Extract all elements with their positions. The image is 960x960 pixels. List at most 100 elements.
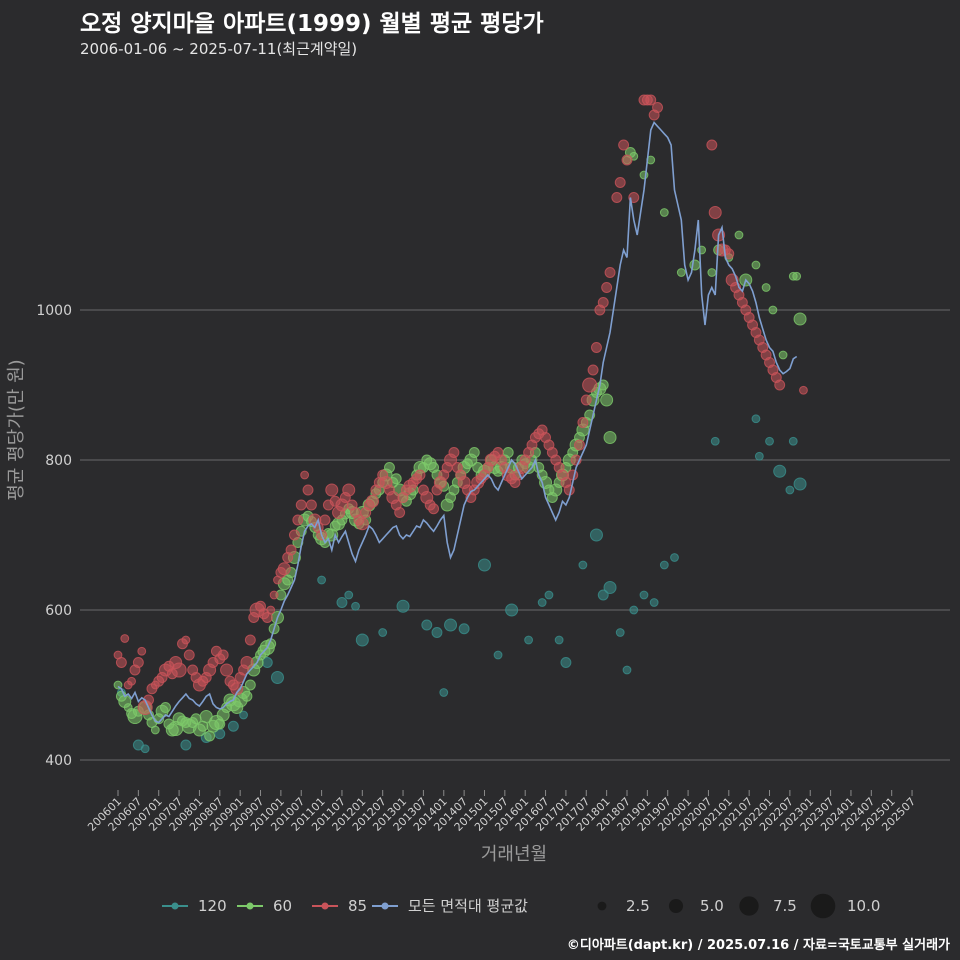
point-60	[160, 702, 171, 713]
point-85	[217, 649, 229, 661]
y-tick-label: 800	[45, 453, 72, 469]
point-85	[120, 634, 130, 643]
point-85	[181, 635, 191, 645]
point-85	[132, 657, 144, 668]
point-120	[710, 436, 720, 446]
point-120	[431, 627, 443, 638]
point-85	[582, 377, 598, 393]
legend: 120 60 85 모든 면적대 평균값 2.5 5.0 7.5 10.0	[162, 893, 880, 919]
point-60	[778, 350, 788, 360]
point-85	[277, 562, 291, 576]
point-85	[366, 494, 379, 508]
legend-label: 60	[273, 897, 292, 915]
point-120	[351, 601, 360, 611]
point-85	[137, 646, 147, 656]
chart-caption: ©디아파트(dapt.kr) / 2025.07.16 / 자료=국토교통부 실…	[566, 938, 950, 953]
average-line-path	[117, 121, 798, 724]
point-120	[793, 477, 807, 491]
point-85	[563, 484, 575, 496]
point-120	[227, 720, 239, 732]
point-85	[774, 379, 786, 391]
y-tick-label: 600	[45, 603, 72, 619]
point-120	[785, 485, 795, 495]
y-tick-label: 400	[45, 753, 72, 769]
point-60	[707, 268, 717, 277]
point-120	[396, 599, 410, 613]
point-85	[240, 656, 254, 669]
y-axis-label: 평균 평당가(만 원)	[6, 359, 27, 500]
point-120	[505, 603, 519, 617]
x-axis-ticks: 2006012006072007012007072008012008072009…	[85, 790, 918, 834]
point-85	[611, 192, 623, 203]
point-85	[448, 447, 460, 458]
chart-subtitle: 2006-01-06 ~ 2025-07-11(최근계약일)	[80, 40, 358, 58]
legend-size-label: 5.0	[700, 897, 724, 915]
point-85	[319, 514, 331, 526]
point-120	[378, 628, 388, 637]
point-85	[567, 469, 579, 481]
y-tick-label: 1000	[36, 303, 72, 319]
point-120	[597, 589, 609, 601]
point-120	[493, 650, 503, 660]
point-120	[751, 414, 761, 424]
legend-size-marker	[668, 898, 684, 914]
point-85	[230, 682, 244, 696]
point-120	[524, 635, 533, 645]
point-60	[150, 725, 160, 735]
point-85	[266, 605, 276, 615]
point-120	[355, 633, 369, 647]
point-85	[171, 662, 187, 678]
point-85	[601, 282, 613, 293]
legend-size-label: 10.0	[847, 897, 880, 915]
legend-size-label: 2.5	[626, 897, 650, 915]
legend-marker	[321, 902, 329, 910]
point-120	[344, 590, 354, 600]
point-60	[244, 679, 256, 691]
point-60	[468, 447, 480, 458]
point-85	[587, 364, 599, 376]
point-85	[618, 139, 630, 151]
point-85	[285, 544, 297, 556]
point-60	[751, 260, 761, 270]
chart-title: 오정 양지마을 아파트(1999) 월별 평균 평당가	[80, 11, 544, 37]
point-120	[537, 598, 547, 607]
point-85	[652, 102, 663, 113]
point-120	[788, 436, 798, 446]
point-85	[244, 634, 256, 646]
point-120	[554, 635, 564, 645]
point-120	[239, 710, 248, 720]
point-85	[706, 139, 718, 151]
legend-marker	[381, 902, 389, 910]
point-120	[336, 597, 348, 608]
point-85	[127, 676, 136, 686]
point-85	[220, 663, 234, 677]
point-120	[544, 590, 554, 600]
point-120	[578, 560, 588, 570]
point-85	[289, 529, 300, 541]
point-120	[615, 628, 625, 637]
point-85	[414, 469, 426, 481]
point-85	[325, 483, 339, 497]
point-60	[390, 473, 402, 485]
legend-size-marker	[597, 901, 607, 911]
point-120	[754, 451, 764, 461]
point-60	[792, 271, 802, 281]
point-85	[577, 417, 589, 428]
point-85	[799, 385, 808, 395]
point-60	[793, 312, 807, 326]
point-120	[421, 619, 433, 631]
point-60	[676, 268, 686, 277]
legend-marker	[246, 902, 254, 910]
point-85	[183, 649, 195, 661]
point-120	[439, 688, 449, 697]
point-120	[670, 553, 679, 562]
point-85	[428, 503, 440, 515]
point-60	[734, 230, 744, 240]
point-60	[241, 690, 253, 702]
point-120	[458, 623, 470, 635]
point-85	[394, 507, 406, 518]
point-85	[269, 590, 279, 600]
point-120	[629, 605, 639, 615]
point-120	[477, 558, 491, 572]
